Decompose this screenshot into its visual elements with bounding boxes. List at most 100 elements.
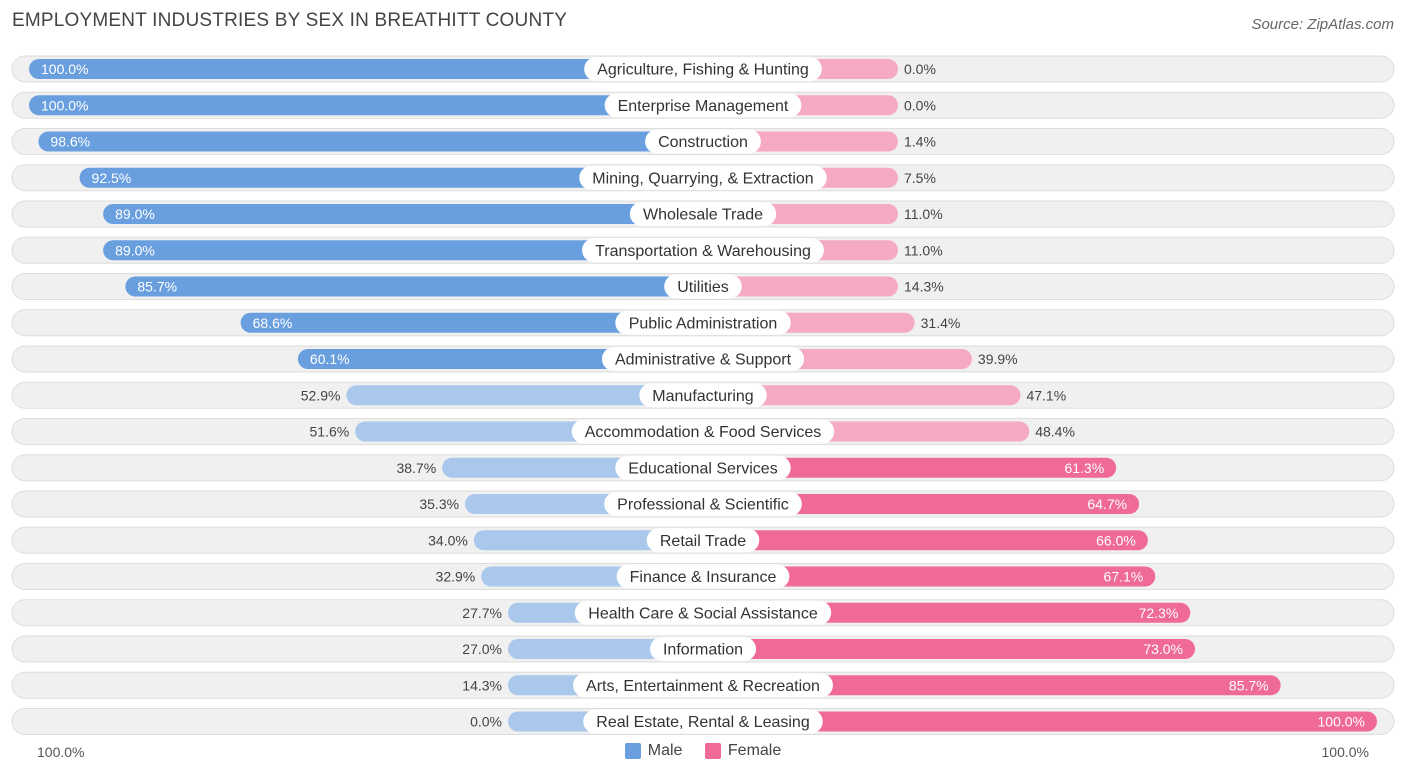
value-label-female: 11.0%: [904, 206, 943, 222]
legend-label-male: Male: [647, 742, 683, 759]
value-label-male: 98.6%: [50, 134, 90, 150]
value-label-female: 0.0%: [904, 61, 936, 77]
value-label-male: 100.0%: [41, 97, 88, 113]
bar-female: [703, 675, 1281, 696]
category-label: Wholesale Trade: [643, 207, 763, 224]
value-label-female: 14.3%: [904, 279, 944, 295]
category-label-pill: [639, 383, 767, 408]
category-label-pill: [646, 528, 760, 553]
value-label-female: 1.4%: [904, 134, 936, 150]
category-label-pill: [574, 600, 832, 625]
value-label-female: 31.4%: [921, 315, 961, 331]
bar-chart: Agriculture, Fishing & Hunting 100.0% 0.0%…: [11, 55, 1395, 735]
category-label: Real Estate, Rental & Leasing: [596, 714, 809, 731]
category-label-pill: [579, 165, 827, 190]
bar-female: [703, 276, 898, 297]
category-label: Educational Services: [628, 460, 777, 477]
category-label: Agriculture, Fishing & Hunting: [597, 62, 809, 79]
value-label-male: 38.7%: [396, 460, 436, 476]
bar-male: [297, 349, 703, 369]
category-label-pill: [629, 202, 777, 226]
category-label: Health Care & Social Assistance: [588, 605, 818, 622]
value-label-female: 100.0%: [1318, 714, 1365, 730]
category-label: Information: [663, 642, 743, 659]
value-label-female: 73.0%: [1143, 641, 1183, 657]
category-label-pill: [615, 455, 791, 480]
category-label-pill: [601, 347, 805, 371]
category-label: Administrative & Support: [615, 352, 792, 369]
category-label: Professional & Scientific: [617, 497, 789, 514]
legend-swatch-male: [624, 743, 641, 759]
value-label-male: 32.9%: [436, 569, 476, 585]
value-label-male: 100.0%: [41, 61, 88, 77]
category-label: Finance & Insurance: [630, 569, 777, 586]
category-label: Public Administration: [629, 315, 778, 332]
value-label-female: 7.5%: [904, 170, 936, 186]
legend: Male Female: [0, 742, 1406, 764]
value-label-male: 27.0%: [462, 641, 502, 657]
category-label: Enterprise Management: [618, 98, 789, 115]
bar-female: [703, 566, 1156, 587]
bar-male: [240, 312, 704, 333]
bar-male: [79, 167, 704, 188]
category-label-pill: [604, 492, 802, 516]
value-label-female: 85.7%: [1229, 677, 1269, 693]
bar-male: [125, 276, 703, 297]
bar-female: [703, 639, 1196, 659]
value-label-male: 52.9%: [301, 387, 341, 403]
axis-left-label: 100.0%: [37, 744, 85, 760]
value-label-male: 14.3%: [462, 677, 502, 693]
category-label: Arts, Entertainment & Recreation: [586, 678, 820, 695]
legend-item-female: Female: [704, 742, 782, 760]
category-label-pill: [645, 129, 761, 154]
value-label-male: 89.0%: [115, 206, 155, 222]
category-label-pill: [604, 93, 802, 118]
category-label-pill: [573, 673, 833, 698]
category-label: Mining, Quarrying, & Extraction: [592, 170, 813, 187]
bar-male: [29, 59, 703, 79]
value-label-male: 51.6%: [310, 424, 350, 440]
category-label-pill: [615, 310, 791, 335]
bar-female: [703, 530, 1148, 551]
bar-male: [38, 131, 704, 152]
value-label-male: 35.3%: [419, 496, 459, 512]
bar-female: [703, 711, 1377, 732]
category-label: Transportation & Warehousing: [595, 243, 811, 260]
value-label-female: 66.0%: [1096, 532, 1136, 548]
bar-female: [703, 457, 1117, 478]
value-label-male: 27.7%: [462, 605, 502, 621]
category-label-pill: [583, 709, 823, 734]
bar-male: [346, 385, 703, 406]
source-credit: Source: ZipAtlas.com: [1251, 16, 1394, 33]
legend-label-female: Female: [727, 742, 782, 759]
value-label-male: 89.0%: [115, 242, 155, 258]
chart-title: EMPLOYMENT INDUSTRIES BY SEX IN BREATHIT…: [12, 10, 568, 31]
legend-swatch-female: [704, 743, 721, 759]
category-label-pill: [584, 57, 822, 81]
category-label: Utilities: [677, 279, 729, 296]
axis-right-label: 100.0%: [1321, 744, 1369, 760]
value-label-male: 68.6%: [253, 315, 293, 331]
category-label: Accommodation & Food Services: [585, 424, 822, 441]
legend-item-male: Male: [624, 742, 683, 760]
category-label: Construction: [658, 134, 748, 151]
bar-male: [29, 95, 703, 116]
category-label: Retail Trade: [660, 533, 746, 550]
value-label-female: 64.7%: [1087, 496, 1127, 512]
category-label-pill: [571, 419, 835, 444]
category-label-pill: [649, 637, 757, 661]
value-label-female: 0.0%: [904, 97, 936, 113]
category-label: Manufacturing: [652, 388, 753, 405]
value-label-female: 48.4%: [1035, 424, 1075, 440]
bar-female: [703, 494, 1140, 514]
value-label-female: 61.3%: [1064, 460, 1104, 476]
value-label-female: 39.9%: [978, 351, 1018, 367]
category-label-pill: [582, 238, 824, 263]
value-label-male: 34.0%: [428, 532, 468, 548]
value-label-male: 60.1%: [310, 351, 350, 367]
bar-male: [103, 240, 703, 261]
value-label-female: 11.0%: [904, 242, 943, 258]
value-label-female: 67.1%: [1104, 569, 1144, 585]
bar-male: [473, 530, 703, 551]
value-label-female: 47.1%: [1026, 387, 1066, 403]
